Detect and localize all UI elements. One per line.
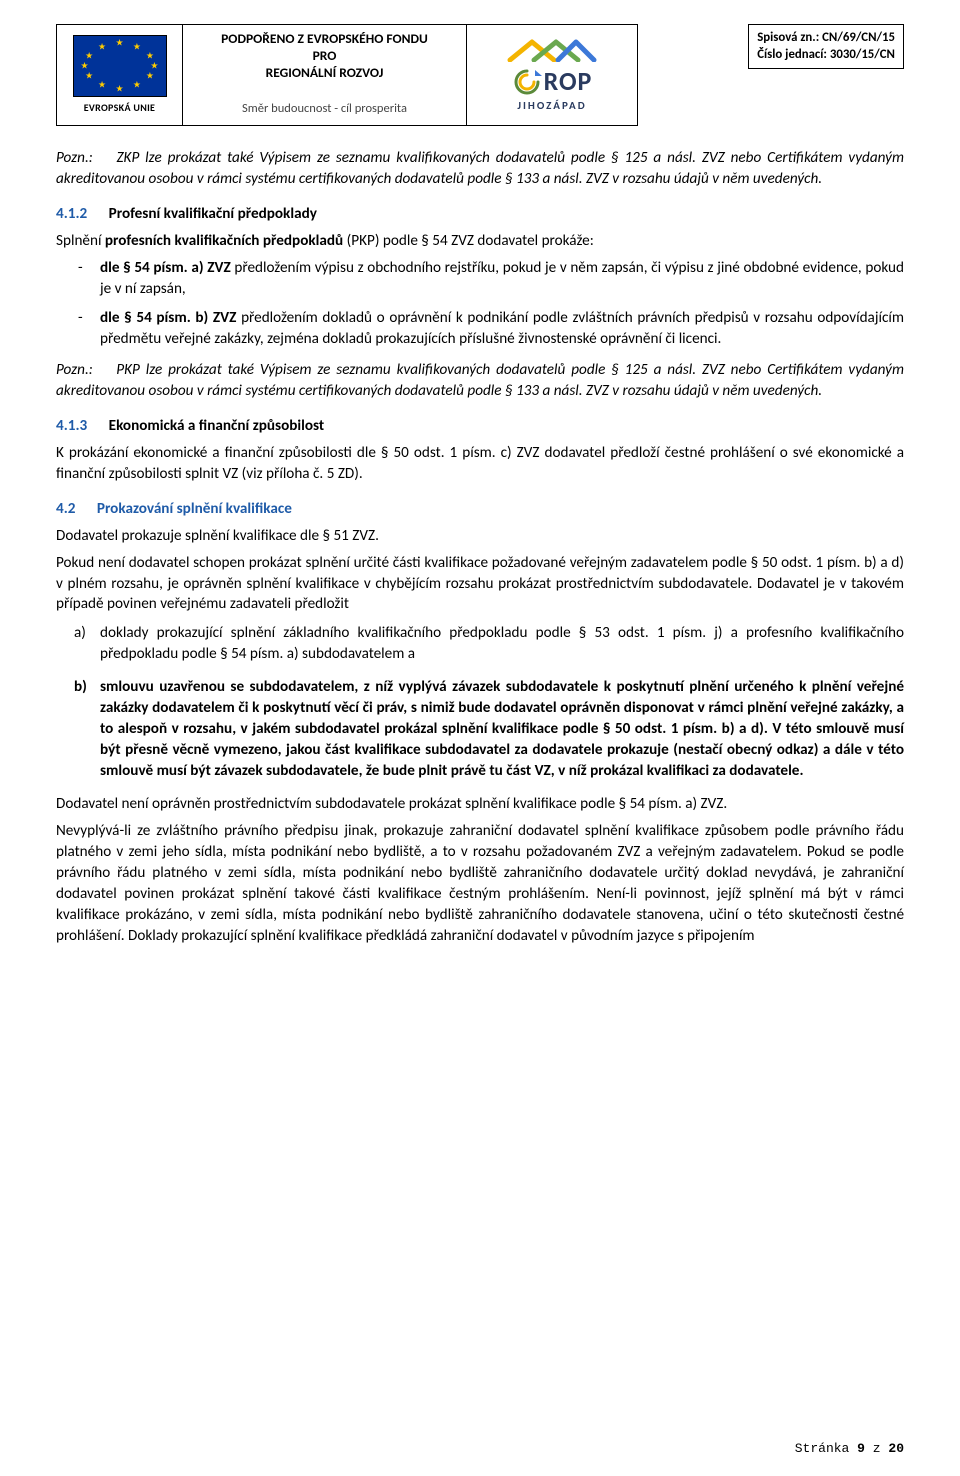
fund-title-line1: PODPOŘENO Z EVROPSKÉHO FONDU — [221, 30, 428, 47]
heading-4-2: 4.2 Prokazování splnění kvalifikace — [56, 499, 904, 520]
s413-p1: K prokázání ekonomické a finanční způsob… — [56, 443, 904, 485]
s412-intro-before: Splnění — [56, 232, 105, 250]
fund-title-line2: PRO — [313, 47, 337, 64]
header-banner-row: ★ ★ ★ ★ ★ ★ ★ ★ ★ ★ ★ ★ EVROPSKÁ UNIE PO — [56, 24, 904, 126]
eu-caption: EVROPSKÁ UNIE — [84, 101, 155, 115]
footer-page: 9 — [857, 1441, 865, 1456]
file-reference-box: Spisová zn.: CN/69/CN/15 Číslo jednací: … — [748, 24, 904, 69]
heading-413-num: 4.1.3 — [56, 417, 87, 435]
file-ref1-label: Spisová zn.: — [757, 30, 819, 45]
eu-flag-icon: ★ ★ ★ ★ ★ ★ ★ ★ ★ ★ ★ ★ — [73, 35, 167, 97]
s42-p3: Dodavatel není oprávněn prostřednictvím … — [56, 794, 904, 815]
file-ref2-value: 3030/15/CN — [830, 47, 895, 62]
fund-text-block: PODPOŘENO Z EVROPSKÉHO FONDU PRO REGIONÁ… — [183, 25, 467, 125]
s412-list: dle § 54 písm. a) ZVZ předložením výpisu… — [56, 258, 904, 350]
eu-funding-banner: ★ ★ ★ ★ ★ ★ ★ ★ ★ ★ ★ ★ EVROPSKÁ UNIE PO — [56, 24, 638, 126]
page-footer: Stránka 9 z 20 — [795, 1440, 904, 1458]
file-ref2-label: Číslo jednací: — [757, 47, 827, 62]
heading-42-num: 4.2 — [56, 500, 75, 518]
s42-p2: Pokud není dodavatel schopen prokázat sp… — [56, 553, 904, 616]
note1-paragraph: Pozn.: ZKP lze prokázat také Výpisem ze … — [56, 148, 904, 190]
s42-p1: Dodavatel prokazuje splnění kvalifikace … — [56, 526, 904, 547]
heading-4-1-3: 4.1.3 Ekonomická a finanční způsobilost — [56, 416, 904, 437]
s42-li-b: smlouvu uzavřenou se subdodavatelem, z n… — [56, 677, 904, 782]
rop-logo-block: ROP JIHOZÁPAD — [467, 25, 637, 125]
footer-prefix: Stránka — [795, 1441, 857, 1456]
fund-title: PODPOŘENO Z EVROPSKÉHO FONDU PRO REGIONÁ… — [193, 31, 456, 82]
s412-intro-bold: profesních kvalifikačních předpokladů — [105, 232, 343, 250]
footer-total: 20 — [888, 1441, 904, 1456]
s412-item-a: dle § 54 písm. a) ZVZ předložením výpisu… — [56, 258, 904, 300]
note1-label: Pozn.: — [56, 149, 93, 167]
note1-text: ZKP lze prokázat také Výpisem ze seznamu… — [56, 149, 904, 188]
s42-alpha-list: doklady prokazující splnění základního k… — [56, 623, 904, 782]
heading-413-title: Ekonomická a finanční způsobilost — [109, 417, 325, 435]
note2-label: Pozn.: — [56, 361, 93, 379]
fund-title-line3: REGIONÁLNÍ ROZVOJ — [266, 64, 384, 81]
heading-42-title: Prokazování splnění kvalifikace — [97, 500, 292, 518]
s412-item-b: dle § 54 písm. b) ZVZ předložením doklad… — [56, 308, 904, 350]
rop-roof-icon — [504, 36, 600, 62]
s412-intro: Splnění profesních kvalifikačních předpo… — [56, 231, 904, 252]
file-ref1-value: CN/69/CN/15 — [822, 30, 895, 45]
fund-subtitle: Směr budoucnost - cíl prosperita — [193, 100, 456, 117]
note2-text: PKP lze prokázat také Výpisem ze seznamu… — [56, 361, 904, 400]
s412-b-lead: dle § 54 písm. b) ZVZ — [100, 309, 236, 327]
s42-li-a: doklady prokazující splnění základního k… — [56, 623, 904, 665]
rop-word: ROP — [544, 64, 593, 100]
s412-intro-after: (PKP) podle § 54 ZVZ dodavatel prokáže: — [343, 232, 594, 250]
s412-a-lead: dle § 54 písm. a) ZVZ — [100, 259, 231, 277]
rop-subword: JIHOZÁPAD — [504, 98, 600, 113]
eu-flag-block: ★ ★ ★ ★ ★ ★ ★ ★ ★ ★ ★ ★ EVROPSKÁ UNIE — [57, 25, 183, 125]
rop-arc-icon — [512, 67, 542, 97]
s42-p4: Nevyplývá-li ze zvláštního právního před… — [56, 821, 904, 947]
heading-412-num: 4.1.2 — [56, 205, 87, 223]
footer-mid: z — [865, 1441, 888, 1456]
heading-412-title: Profesní kvalifikační předpoklady — [109, 205, 317, 223]
heading-4-1-2: 4.1.2 Profesní kvalifikační předpoklady — [56, 204, 904, 225]
note2-paragraph: Pozn.: PKP lze prokázat také Výpisem ze … — [56, 360, 904, 402]
